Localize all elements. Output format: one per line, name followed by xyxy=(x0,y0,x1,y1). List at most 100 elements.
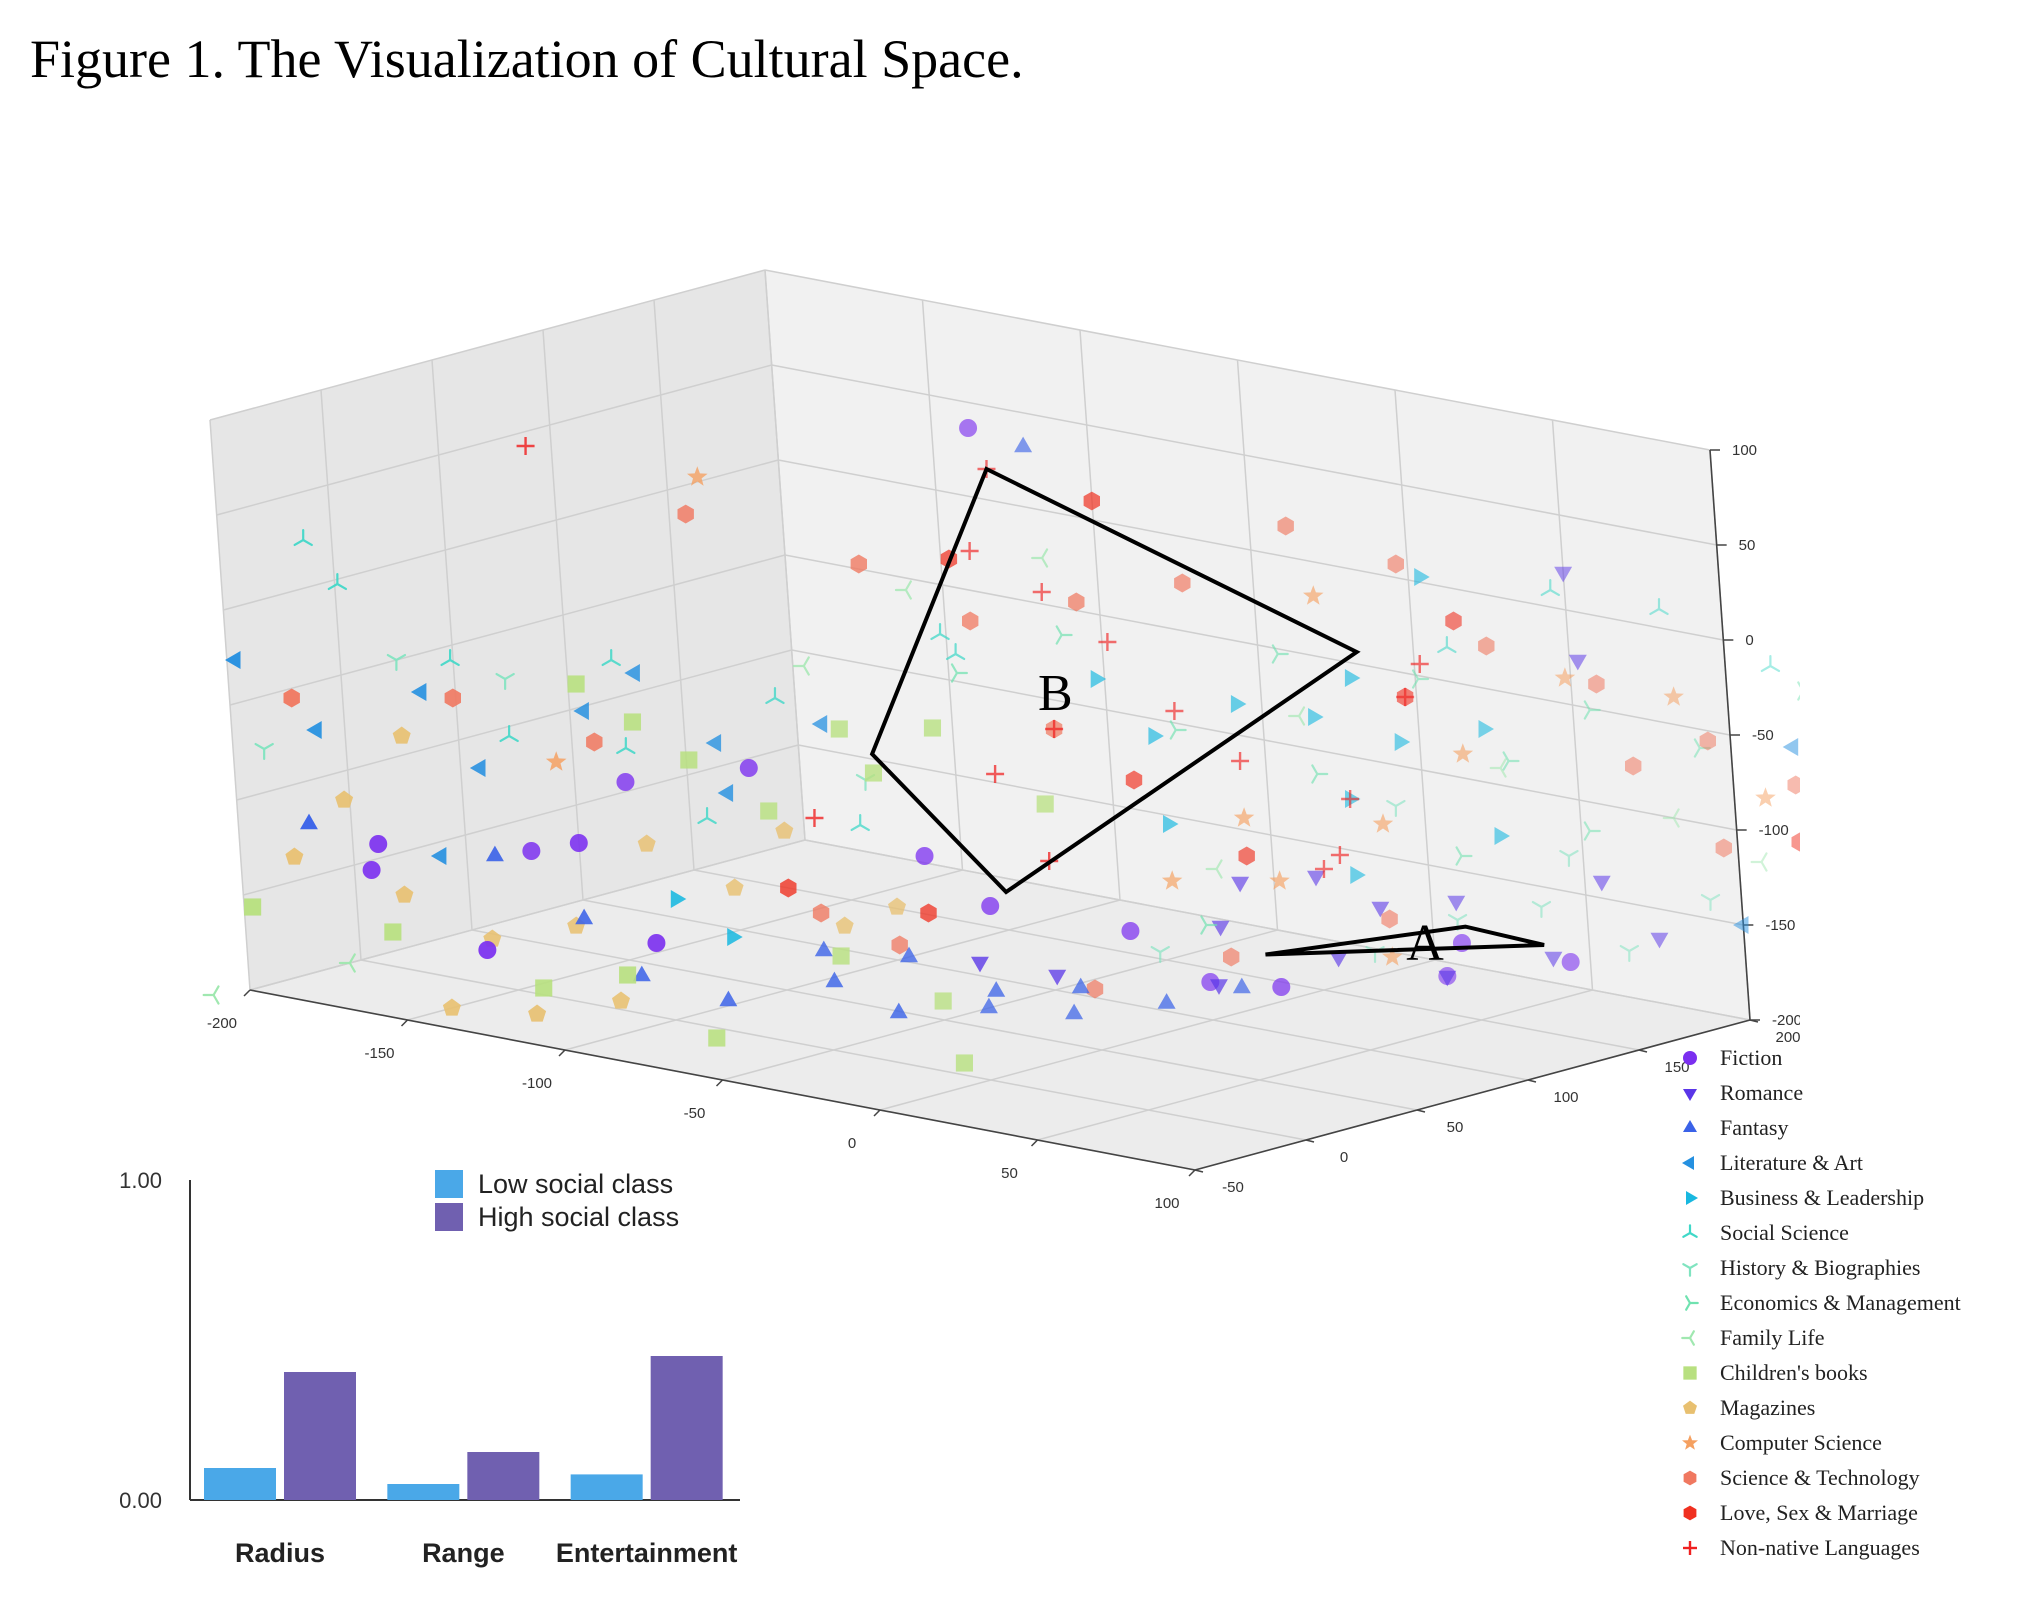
point-business-leadership xyxy=(1494,827,1510,845)
point-fantasy xyxy=(1071,977,1090,994)
point-economics-management xyxy=(1311,764,1329,784)
point-family-life xyxy=(1288,706,1306,726)
bar-legend-label-low-social-class: Low social class xyxy=(478,1169,673,1199)
point-romance xyxy=(971,956,989,973)
point-science-technology xyxy=(1174,573,1191,593)
bar-legend-label-high-social-class: High social class xyxy=(478,1202,679,1232)
point-economics-management xyxy=(1055,625,1073,645)
point-computer-science xyxy=(1161,870,1183,890)
y-tick-mark xyxy=(1416,1109,1426,1113)
point-science-technology xyxy=(891,935,908,955)
legend-item-history-biographies: History & Biographies xyxy=(1660,1250,1961,1285)
point-science-technology xyxy=(1625,756,1642,776)
legend-marker-fiction xyxy=(1683,1050,1697,1065)
point-social-science xyxy=(1649,597,1669,616)
point-fantasy xyxy=(1232,977,1251,994)
point-romance xyxy=(1447,895,1466,912)
y-tick-label: 150 xyxy=(1664,1059,1689,1076)
legend-marker xyxy=(1660,1431,1720,1455)
y-tick-mark xyxy=(1527,1079,1537,1083)
legend-marker-computer-science xyxy=(1682,1434,1698,1450)
legend-item-romance: Romance xyxy=(1660,1075,1961,1110)
annotation-shape-a xyxy=(1265,924,1545,957)
point-history-biographies xyxy=(386,653,407,672)
bar-category-label: Range xyxy=(422,1538,505,1568)
point-computer-science xyxy=(1382,946,1403,966)
point-history-biographies xyxy=(1386,799,1406,818)
point-business-leadership xyxy=(1090,670,1107,688)
legend-label: Children's books xyxy=(1720,1359,1868,1385)
point-literature-art xyxy=(469,759,486,777)
point-romance xyxy=(1307,870,1325,887)
grid-line-z-back xyxy=(764,269,1711,451)
grid-line-z-left xyxy=(229,554,786,706)
point-economics-management xyxy=(1169,720,1187,740)
point-science-technology xyxy=(1699,731,1716,751)
point-magazines xyxy=(637,834,656,852)
bar-labels: Radius Range Entertainment xyxy=(235,1538,737,1568)
point-family-life xyxy=(338,953,356,973)
point-science-technology xyxy=(1715,838,1732,858)
annotation-shape-b xyxy=(869,466,1361,895)
point-computer-science xyxy=(1303,585,1324,605)
point-romance xyxy=(1544,951,1563,968)
legend-label: Business & Leadership xyxy=(1720,1184,1925,1210)
x-tick-label: 100 xyxy=(1154,1195,1179,1212)
point-science-technology xyxy=(1387,554,1404,574)
point-science-technology xyxy=(812,903,830,923)
point-family-life xyxy=(1489,758,1507,778)
legend-marker-love-sex-marriage xyxy=(1683,1505,1697,1520)
point-love-sex-marriage xyxy=(920,903,937,923)
legend-marker xyxy=(1660,1361,1720,1385)
point-fantasy xyxy=(719,990,738,1007)
point-literature-art xyxy=(573,702,589,720)
x-tick-mark xyxy=(400,1019,409,1027)
point-magazines xyxy=(835,916,854,934)
point-non-native-languages xyxy=(1032,583,1051,601)
point-love-sex-marriage xyxy=(1083,491,1100,511)
point-business-leadership xyxy=(1414,568,1430,586)
point-family-life xyxy=(1750,852,1768,872)
point-business-leadership xyxy=(1148,727,1164,745)
point-economics-management xyxy=(1583,821,1601,841)
legend-item-economics-management: Economics & Management xyxy=(1660,1285,1961,1320)
legend-item-family-life: Family Life xyxy=(1660,1320,1961,1355)
point-non-native-languages xyxy=(986,765,1005,783)
point-romance xyxy=(1650,932,1669,949)
tick-labels: -200-150-100-50050100-50050100150200-200… xyxy=(207,442,1800,1212)
legend-marker xyxy=(1660,1116,1720,1140)
point-computer-science xyxy=(1269,870,1290,890)
point-family-life xyxy=(1662,808,1680,828)
point-economics-management xyxy=(1455,846,1473,866)
point-economics-management xyxy=(950,663,968,683)
point-economics-management xyxy=(1502,751,1520,771)
point-fiction xyxy=(739,759,758,777)
point-science-technology xyxy=(283,688,300,708)
x-tick-label: -50 xyxy=(684,1105,706,1122)
legend-marker-romance xyxy=(1683,1088,1697,1101)
point-magazines xyxy=(612,991,630,1009)
y-tick-label: -50 xyxy=(1222,1179,1244,1196)
grid-line-z-back xyxy=(791,649,1737,831)
point-economics-management xyxy=(1411,669,1430,689)
point-business-leadership xyxy=(1350,866,1366,884)
y-tick-label: 50 xyxy=(1447,1119,1464,1136)
point-non-native-languages xyxy=(1045,720,1064,738)
bar-range-high-social-class xyxy=(467,1452,540,1500)
legend-label: Non-native Languages xyxy=(1720,1534,1920,1560)
y-tick-mark xyxy=(1305,1139,1315,1143)
point-magazines xyxy=(335,790,354,808)
x-tick-label: -200 xyxy=(207,1015,237,1032)
y-axis-line xyxy=(1194,1019,1751,1171)
point-social-science xyxy=(850,813,870,832)
point-history-biographies xyxy=(1619,944,1639,963)
point-fiction xyxy=(1561,953,1580,971)
point-social-science xyxy=(440,648,460,667)
x-tick-label: 0 xyxy=(848,1135,856,1152)
legend-item-magazines: Magazines xyxy=(1660,1390,1961,1425)
point-children-s-books xyxy=(955,1054,973,1072)
bar-category-label: Radius xyxy=(235,1538,325,1568)
bar-radius-low-social-class xyxy=(204,1468,276,1500)
point-social-science xyxy=(499,724,519,743)
point-business-leadership xyxy=(1478,720,1494,738)
